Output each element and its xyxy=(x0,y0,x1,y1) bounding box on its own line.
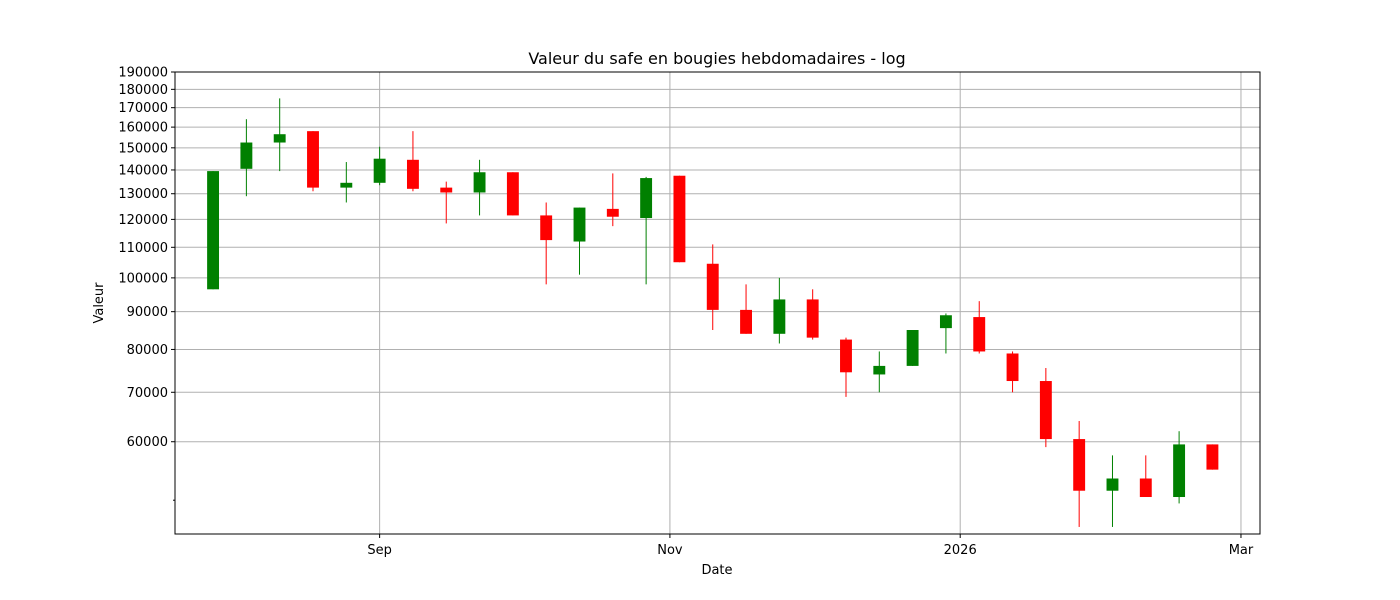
candle-up xyxy=(340,162,353,203)
candle-down xyxy=(1006,351,1019,393)
candle-body xyxy=(273,134,286,143)
candle-up xyxy=(207,171,220,290)
plot-area-frame xyxy=(174,71,1261,535)
x-tick-label: Mar xyxy=(1229,543,1254,558)
candle-body xyxy=(406,159,419,189)
y-tick-label: 140000 xyxy=(118,163,168,178)
candle-body xyxy=(1039,381,1052,440)
candle-body xyxy=(240,142,253,169)
x-tick-label: Sep xyxy=(367,543,392,558)
y-tick-label: 170000 xyxy=(118,101,168,116)
candle-body xyxy=(440,187,453,193)
y-tick-label: 60000 xyxy=(127,435,168,450)
candle-up xyxy=(873,351,886,393)
candle-down xyxy=(806,289,819,340)
candle-body xyxy=(973,317,986,352)
candle-up xyxy=(1173,431,1186,504)
y-axis-label: Valeur xyxy=(92,282,107,324)
candle-up xyxy=(1106,455,1119,527)
y-tick-label: 70000 xyxy=(127,386,168,401)
candle-down xyxy=(1139,455,1152,498)
candle-down xyxy=(1073,421,1086,527)
candle-down xyxy=(673,175,686,263)
candle-body xyxy=(473,172,486,193)
x-axis-ticks: Sep Nov 2026 Mar xyxy=(367,534,1254,558)
candle-body xyxy=(939,315,952,329)
candle-body xyxy=(340,182,353,188)
candle-body xyxy=(606,208,619,217)
y-tick-label: 120000 xyxy=(118,213,168,228)
candle-up xyxy=(573,207,586,275)
candle-up xyxy=(640,176,653,285)
x-tick-label: 2026 xyxy=(944,543,977,558)
candle-body xyxy=(373,158,386,183)
candle-down xyxy=(307,131,319,192)
candle-body xyxy=(806,299,819,338)
x-axis-label: Date xyxy=(701,563,732,578)
candle-down xyxy=(506,172,519,216)
candle-down xyxy=(1206,444,1219,470)
candle-up xyxy=(373,146,386,186)
candle-down xyxy=(440,181,453,224)
y-tick-label: 180000 xyxy=(118,83,168,98)
candle-down xyxy=(606,173,619,227)
x-tick-label: Nov xyxy=(657,543,683,558)
candles xyxy=(207,98,1219,527)
candle-up xyxy=(473,159,486,216)
candle-down xyxy=(540,202,553,285)
candle-up xyxy=(240,119,253,197)
candle-body xyxy=(1206,444,1219,470)
candle-body xyxy=(1173,444,1186,498)
candle-up xyxy=(906,330,919,366)
y-tick-label: 150000 xyxy=(118,141,168,156)
candle-body xyxy=(873,365,886,375)
y-tick-label: 160000 xyxy=(118,121,168,136)
y-tick-label: 80000 xyxy=(127,343,168,358)
candle-body xyxy=(573,207,586,242)
candle-body xyxy=(640,178,653,219)
candle-body xyxy=(773,299,786,334)
candle-down xyxy=(740,284,753,334)
candle-body xyxy=(706,263,719,310)
candle-down xyxy=(840,337,852,397)
candle-down xyxy=(973,301,986,354)
candle-down xyxy=(1039,368,1052,448)
candle-body xyxy=(506,172,519,216)
candle-down xyxy=(706,244,719,331)
candle-body xyxy=(740,309,753,334)
candle-up xyxy=(939,313,952,354)
y-axis-ticks: 60000 70000 80000 90000 100000 110000 120000 13… xyxy=(118,66,175,501)
candle-body xyxy=(1106,478,1119,491)
candle-body xyxy=(840,339,852,373)
candle-body xyxy=(1139,478,1152,498)
candle-up xyxy=(273,98,286,172)
candle-body xyxy=(906,330,919,366)
y-tick-label: 100000 xyxy=(118,271,168,286)
y-tick-label: 90000 xyxy=(127,305,168,320)
candle-body xyxy=(673,175,686,263)
candle-up xyxy=(773,277,786,344)
y-tick-label: 130000 xyxy=(118,187,168,202)
candle-body xyxy=(540,215,553,241)
y-tick-label: 190000 xyxy=(118,66,168,81)
candle-body xyxy=(1006,353,1019,382)
chart-title: Valeur du safe en bougies hebdomadaires … xyxy=(528,49,905,68)
candle-down xyxy=(406,131,419,192)
candle-body xyxy=(1073,439,1086,491)
candle-body xyxy=(207,171,220,290)
candle-body xyxy=(307,131,319,188)
y-tick-label: 110000 xyxy=(118,241,168,256)
